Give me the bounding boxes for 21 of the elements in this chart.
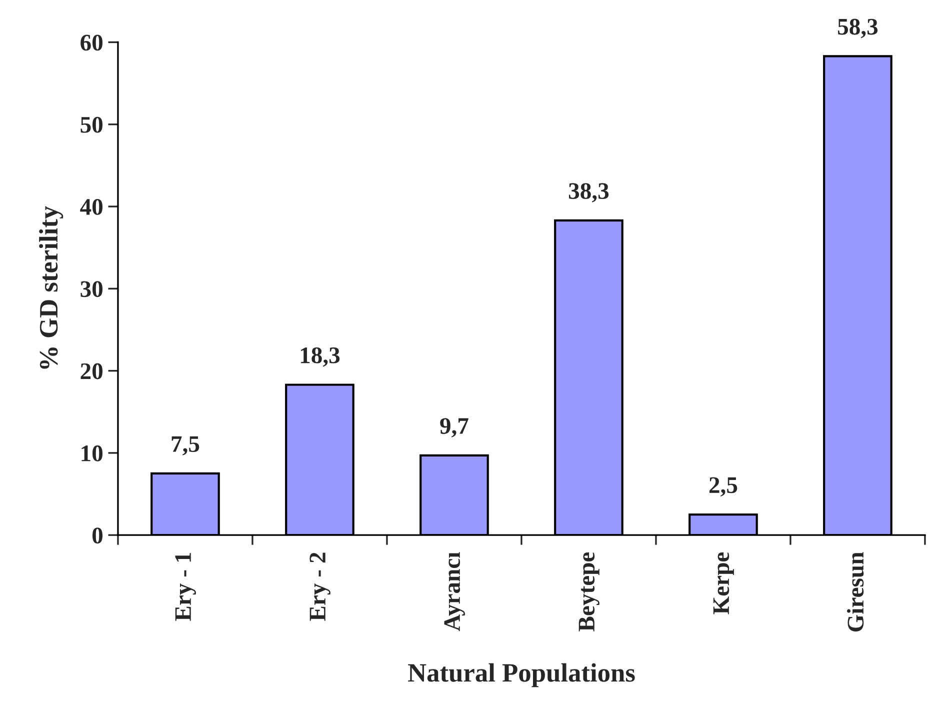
y-tick-label: 0 (92, 528, 102, 544)
x-tick-label: Ery - 2 (310, 552, 330, 621)
x-tick-label: Giresun (847, 552, 864, 632)
x-tick-label: Beytepe (578, 552, 600, 632)
x-axis-title: Natural Populations (408, 663, 635, 688)
x-tick-label: Kerpe (713, 552, 734, 614)
data-label: 58,3 (838, 18, 878, 38)
data-label: 7,5 (172, 436, 200, 456)
data-label: 38,3 (568, 183, 609, 202)
x-tick-label: Ery - 1 (175, 552, 196, 621)
y-tick-label: 20 (80, 363, 102, 380)
y-tick-label: 60 (80, 34, 102, 51)
x-tick-label: Ayrancı (444, 552, 465, 632)
data-label: 9,7 (440, 418, 468, 438)
y-tick-label: 30 (80, 281, 102, 298)
y-axis-title: % GD sterility (39, 206, 64, 369)
y-tick-label: 50 (80, 116, 102, 133)
y-tick-label: 10 (82, 445, 102, 462)
y-tick-label: 40 (80, 199, 102, 215)
data-label: 18,3 (300, 347, 340, 367)
data-label: 2,5 (709, 477, 738, 497)
